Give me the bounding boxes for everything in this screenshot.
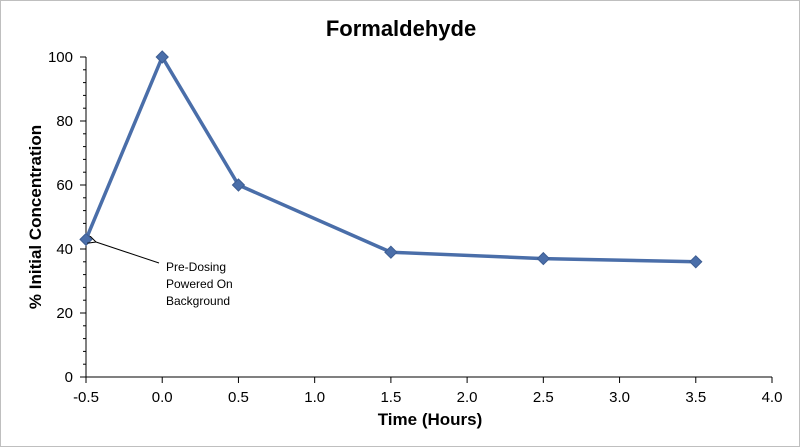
data-point-marker xyxy=(79,232,93,247)
x-tick-label: 1.0 xyxy=(304,389,325,406)
series-layer xyxy=(79,50,703,269)
data-point-marker xyxy=(689,255,703,269)
annotation-line-3: Background xyxy=(166,294,230,308)
series-line xyxy=(84,55,696,264)
x-tick-label: 3.5 xyxy=(685,389,706,406)
y-tick-label: 20 xyxy=(56,305,73,322)
annotation-pre-dosing: Pre-Dosing Powered On Background xyxy=(96,242,233,308)
y-tick-label: 0 xyxy=(65,369,73,386)
x-tick-label: 1.5 xyxy=(380,389,401,406)
y-tick-label: 100 xyxy=(48,49,73,66)
y-tick-label: 40 xyxy=(56,241,73,258)
x-tick-label: 3.0 xyxy=(609,389,630,406)
data-point-marker xyxy=(536,251,551,266)
x-tick-label: 4.0 xyxy=(762,389,783,406)
x-tick-label: 0.0 xyxy=(152,389,173,406)
axes xyxy=(85,57,772,378)
data-point-marker xyxy=(384,245,398,259)
x-tick-label: -0.5 xyxy=(73,389,99,406)
chart-title: Formaldehyde xyxy=(326,16,476,41)
data-point-marker xyxy=(231,178,246,192)
x-ticks: -0.5 0.0 0.5 1.0 1.5 2.0 2.5 3.0 3.5 4.0 xyxy=(73,377,782,406)
y-ticks: 0 20 40 60 80 100 xyxy=(48,49,86,386)
x-tick-label: 0.5 xyxy=(228,389,249,406)
annotation-arrow xyxy=(96,242,160,264)
y-axis-title: % Initial Concentration xyxy=(26,125,45,309)
data-point-marker xyxy=(155,50,169,64)
y-tick-label: 60 xyxy=(56,177,73,194)
x-tick-label: 2.0 xyxy=(457,389,478,406)
annotation-line-1: Pre-Dosing xyxy=(166,260,226,274)
x-tick-label: 2.5 xyxy=(533,389,554,406)
x-axis-title: Time (Hours) xyxy=(378,410,483,429)
annotation-line-2: Powered On xyxy=(166,277,233,291)
y-tick-label: 80 xyxy=(56,113,73,130)
